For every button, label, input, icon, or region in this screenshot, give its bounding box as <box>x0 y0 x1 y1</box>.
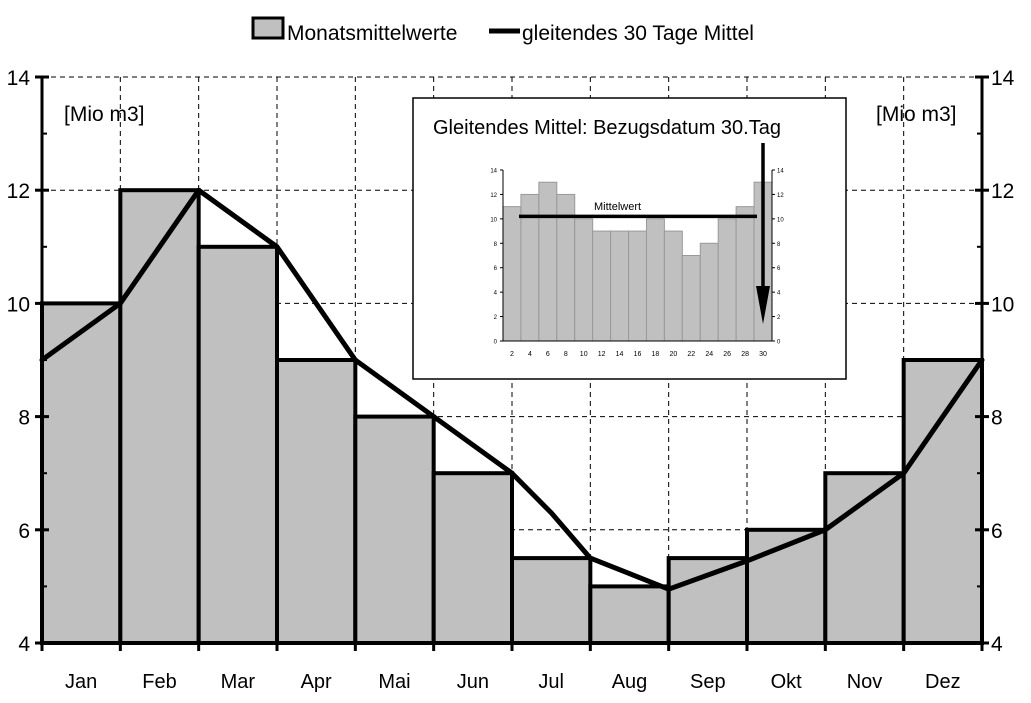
x-tick-label: Jan <box>65 671 97 693</box>
y-axis-left-tick-labels: 4 6 8 10 12 14 <box>7 67 31 656</box>
bar <box>353 414 436 645</box>
x-tick-label: Nov <box>847 671 883 693</box>
inset-bar-series <box>502 181 773 342</box>
x-tick-label: Dez <box>925 671 961 693</box>
inset-bar <box>574 218 594 342</box>
inset-annotation-mittelwert: Mittelwert <box>594 201 641 213</box>
inset-y-tick-label-left: 0 <box>494 340 498 346</box>
inset-bar <box>681 255 701 342</box>
inset-y-tick-label-left: 10 <box>490 217 497 223</box>
inset-bar <box>699 242 719 342</box>
x-tick-label: Sep <box>690 671 726 693</box>
bar <box>431 471 514 646</box>
inset-x-tick-label: 6 <box>546 351 550 358</box>
inset-bar <box>628 230 647 342</box>
x-tick-label: Jul <box>538 671 564 693</box>
inset-x-tick-label: 4 <box>528 351 532 358</box>
inset-y-axis-left-tick-labels: 0 2 4 6 8 10 12 14 <box>490 169 497 346</box>
inset-y-axis-right-tick-labels: 0 2 4 6 8 10 12 14 <box>777 169 784 346</box>
bar-series-monatsmittelwerte <box>40 188 985 646</box>
line-series-gleitendes-mittel <box>39 187 985 592</box>
inset-x-axis-tick-labels: 2 4 6 8 10 12 14 16 18 20 22 24 26 28 30 <box>510 351 767 358</box>
inset-y-tick-label-left: 12 <box>490 193 497 199</box>
inset-y-tick-label-left: 14 <box>490 169 497 175</box>
inset-bar <box>502 206 522 342</box>
inset-bar <box>717 218 737 342</box>
inset-axes <box>500 169 775 342</box>
inset-y-tick-label-right: 4 <box>777 291 781 297</box>
y-tick-label-right: 6 <box>991 520 1003 543</box>
y-tick-label-right: 12 <box>991 180 1014 203</box>
inset-y-tick-label-left: 4 <box>494 291 498 297</box>
bar <box>510 556 593 645</box>
inset-x-tick-label: 26 <box>723 351 731 358</box>
inset-y-tick-label-right: 0 <box>777 340 781 346</box>
inset-y-tick-label-right: 6 <box>777 266 781 272</box>
unit-label-left: [Mio m3] <box>64 103 145 126</box>
y-tick-label-right: 10 <box>991 293 1014 316</box>
bar <box>118 188 201 645</box>
legend-swatch-bar <box>251 16 285 40</box>
y-tick-label-left: 10 <box>7 293 30 316</box>
bar <box>901 358 985 645</box>
x-tick-label: Jun <box>457 671 489 693</box>
axes <box>35 75 989 651</box>
inset-y-tick-label-left: 8 <box>494 242 498 248</box>
y-tick-label-right: 8 <box>991 407 1003 430</box>
inset-x-tick-label: 30 <box>759 351 767 358</box>
inset-x-tick-label: 8 <box>564 351 568 358</box>
inset-x-tick-label: 20 <box>669 351 677 358</box>
inset-y-tick-label-left: 6 <box>494 266 498 272</box>
inset-bar <box>610 230 630 342</box>
x-axis-tick-labels: Jan Feb Mar Apr Mai Jun Jul Aug Sep Okt Nov Dez <box>65 671 961 693</box>
inset-x-tick-label: 18 <box>652 351 660 358</box>
inset-arrow-icon <box>756 143 770 324</box>
legend: Monatsmittelwerte gleitendes 30 Tage Mit… <box>251 16 754 45</box>
y-tick-label-left: 4 <box>18 633 30 656</box>
x-tick-label: Apr <box>301 671 332 693</box>
x-tick-label: Aug <box>612 671 648 693</box>
inset-bar <box>735 206 755 342</box>
y-tick-label-left: 12 <box>7 180 30 203</box>
inset-y-tick-label-right: 14 <box>777 169 784 175</box>
inset-y-tick-label-right: 10 <box>777 217 784 223</box>
inset-x-tick-label: 22 <box>687 351 695 358</box>
y-tick-label-right: 4 <box>991 633 1003 656</box>
bar <box>196 244 280 646</box>
inset-bar <box>645 218 665 342</box>
bar <box>666 556 750 645</box>
inset-x-tick-label: 16 <box>634 351 642 358</box>
inset-x-tick-label: 14 <box>616 351 624 358</box>
legend-label-gleitendes-mittel: gleitendes 30 Tage Mittel <box>522 22 754 45</box>
inset-x-tick-label: 24 <box>705 351 713 358</box>
x-tick-label: Okt <box>771 671 803 693</box>
inset-bar <box>592 230 612 342</box>
x-tick-label: Mar <box>221 671 256 693</box>
inset-x-tick-label: 12 <box>598 351 606 358</box>
y-tick-label-left: 6 <box>18 520 30 543</box>
bar <box>588 584 671 646</box>
legend-label-monatsmittelwerte: Monatsmittelwerte <box>287 22 457 45</box>
bar <box>275 358 358 645</box>
y-axis-right-tick-labels: 4 6 8 10 12 14 <box>991 67 1015 656</box>
inset-bar <box>538 181 558 342</box>
inset-x-tick-label: 28 <box>741 351 749 358</box>
inset-bar <box>663 230 683 342</box>
unit-label-right: [Mio m3] <box>876 103 957 126</box>
inset-title: Gleitendes Mittel: Bezugsdatum 30.Tag <box>433 117 781 139</box>
y-tick-label-left: 8 <box>18 407 30 430</box>
inset-y-tick-label-right: 12 <box>777 193 784 199</box>
inset-y-tick-label-right: 8 <box>777 242 781 248</box>
inset-x-tick-label: 2 <box>510 351 514 358</box>
y-tick-label-left: 14 <box>7 67 31 90</box>
y-tick-label-right: 14 <box>991 67 1015 90</box>
x-tick-label: Mai <box>378 671 410 693</box>
inset-x-tick-label: 10 <box>580 351 588 358</box>
inset-y-tick-label-left: 2 <box>494 315 498 321</box>
inset-chart: Gleitendes Mittel: Bezugsdatum 30.Tag 0 2… <box>412 97 847 380</box>
inset-y-tick-label-right: 2 <box>777 315 781 321</box>
x-tick-label: Feb <box>142 671 176 693</box>
